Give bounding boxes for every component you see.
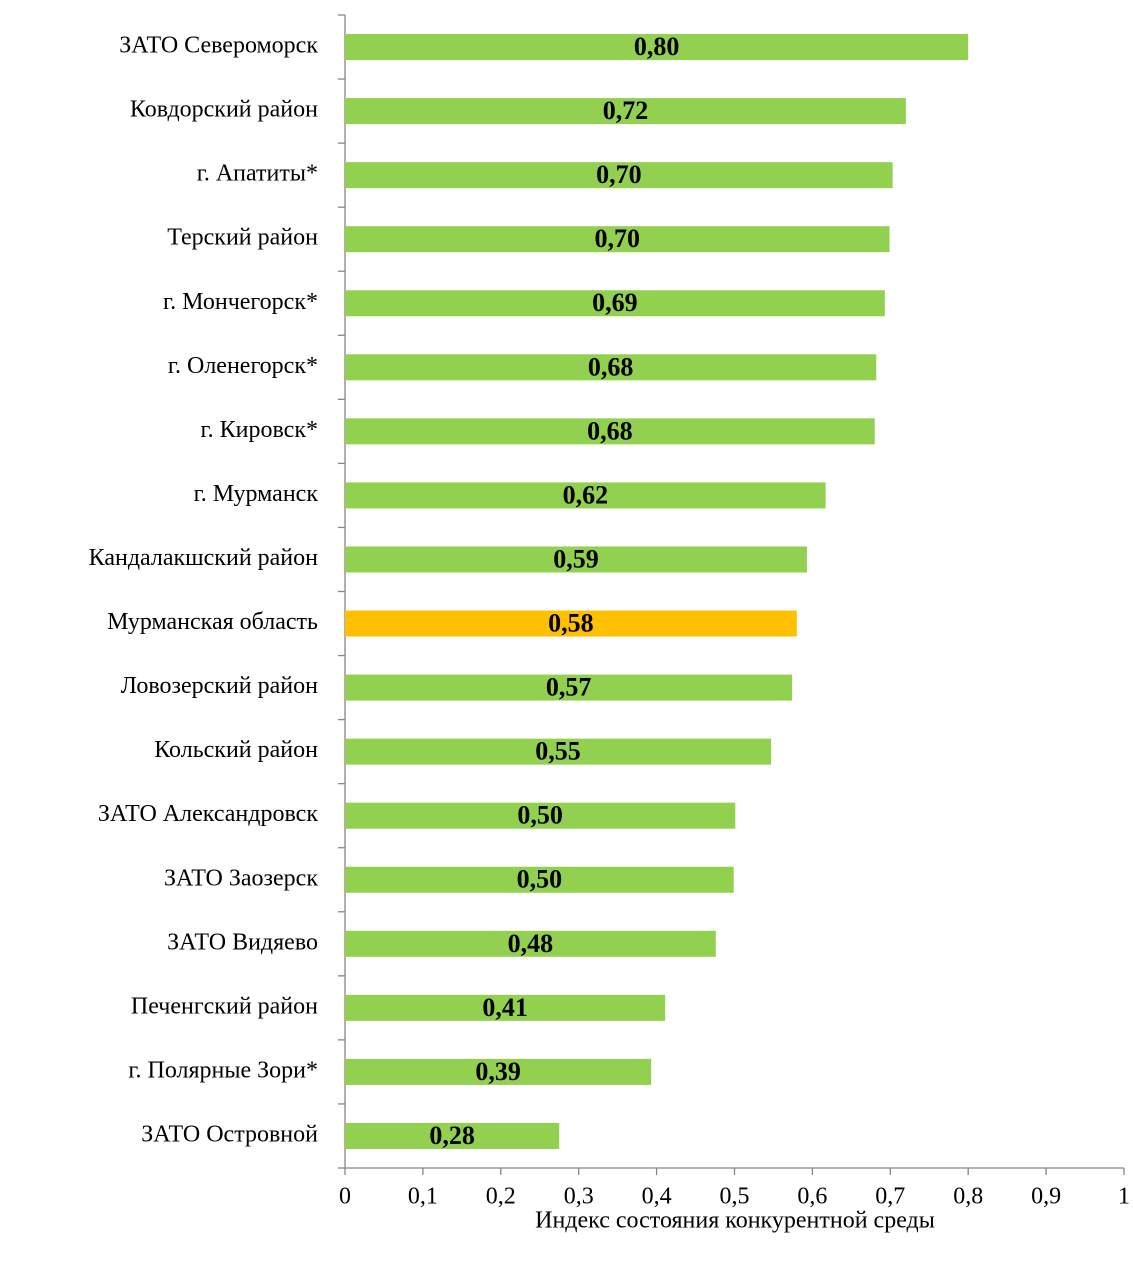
y-tick-label: Кандалакшский район [89, 545, 319, 571]
y-tick-label: ЗАТО Североморск [119, 33, 318, 59]
y-tick-label: г. Оленегорск* [168, 353, 318, 379]
bar [345, 610, 797, 637]
bar [345, 354, 877, 381]
x-tick-label: 0,7 [875, 1184, 905, 1210]
value-label: 0,62 [563, 480, 609, 509]
x-tick-label: 0,5 [720, 1184, 750, 1210]
value-label: 0,68 [588, 352, 634, 381]
x-tick-label: 1 [1118, 1184, 1130, 1210]
x-axis-label: Индекс состояния конкурентной среды [535, 1208, 935, 1234]
value-label: 0,41 [482, 993, 528, 1022]
y-tick-label: ЗАТО Заозерск [164, 865, 318, 891]
y-tick-label: Терский район [167, 225, 318, 251]
bar [345, 482, 826, 509]
bar [345, 930, 716, 957]
value-label: 0,57 [546, 673, 592, 702]
y-tick-label: г. Апатиты* [197, 161, 318, 187]
y-tick-label: г. Мончегорск* [163, 289, 318, 315]
x-tick-label: 0,2 [486, 1184, 516, 1210]
x-tick-label: 0,6 [797, 1184, 827, 1210]
y-tick-label: Ковдорский район [130, 97, 318, 123]
x-tick-label: 0,3 [564, 1184, 594, 1210]
x-tick-label: 0,4 [642, 1184, 672, 1210]
bar [345, 1122, 560, 1149]
y-tick-label: ЗАТО Александровск [98, 801, 318, 827]
value-label: 0,58 [548, 608, 594, 637]
bar [345, 418, 875, 445]
y-tick-label: Ловозерский район [121, 673, 318, 699]
value-label: 0,55 [535, 737, 581, 766]
value-label: 0,72 [603, 96, 649, 125]
value-label: 0,70 [596, 160, 642, 189]
bar [345, 994, 666, 1021]
value-label: 0,50 [517, 801, 563, 830]
y-tick-label: Мурманская область [107, 609, 318, 635]
value-label: 0,80 [634, 32, 680, 61]
y-tick-label: ЗАТО Видяево [167, 929, 318, 955]
value-label: 0,59 [553, 544, 599, 573]
bar [345, 866, 734, 893]
bar [345, 674, 793, 701]
y-tick-label: г. Полярные Зори* [128, 1057, 318, 1083]
bar [345, 546, 807, 573]
y-tick-label: г. Кировск* [201, 417, 319, 443]
value-label: 0,48 [508, 929, 554, 958]
value-label: 0,69 [592, 288, 638, 317]
bar [345, 290, 885, 317]
x-tick-label: 0,8 [953, 1184, 983, 1210]
x-tick-label: 0 [339, 1184, 351, 1210]
y-tick-label: г. Мурманск [194, 481, 319, 507]
bar [345, 802, 736, 829]
value-label: 0,70 [595, 224, 641, 253]
bar [345, 1058, 652, 1085]
value-label: 0,50 [517, 865, 563, 894]
bar [345, 738, 772, 765]
value-label: 0,68 [587, 416, 633, 445]
value-label: 0,39 [475, 1057, 521, 1086]
y-tick-label: Печенгский район [131, 993, 318, 1019]
x-tick-label: 0,9 [1031, 1184, 1061, 1210]
value-label: 0,28 [429, 1121, 475, 1150]
bar [345, 226, 890, 253]
y-tick-label: ЗАТО Островной [141, 1121, 318, 1147]
bar [345, 162, 893, 189]
x-tick-label: 0,1 [408, 1184, 438, 1210]
bar [345, 98, 906, 125]
y-tick-label: Кольский район [154, 737, 318, 763]
bar [345, 34, 969, 61]
